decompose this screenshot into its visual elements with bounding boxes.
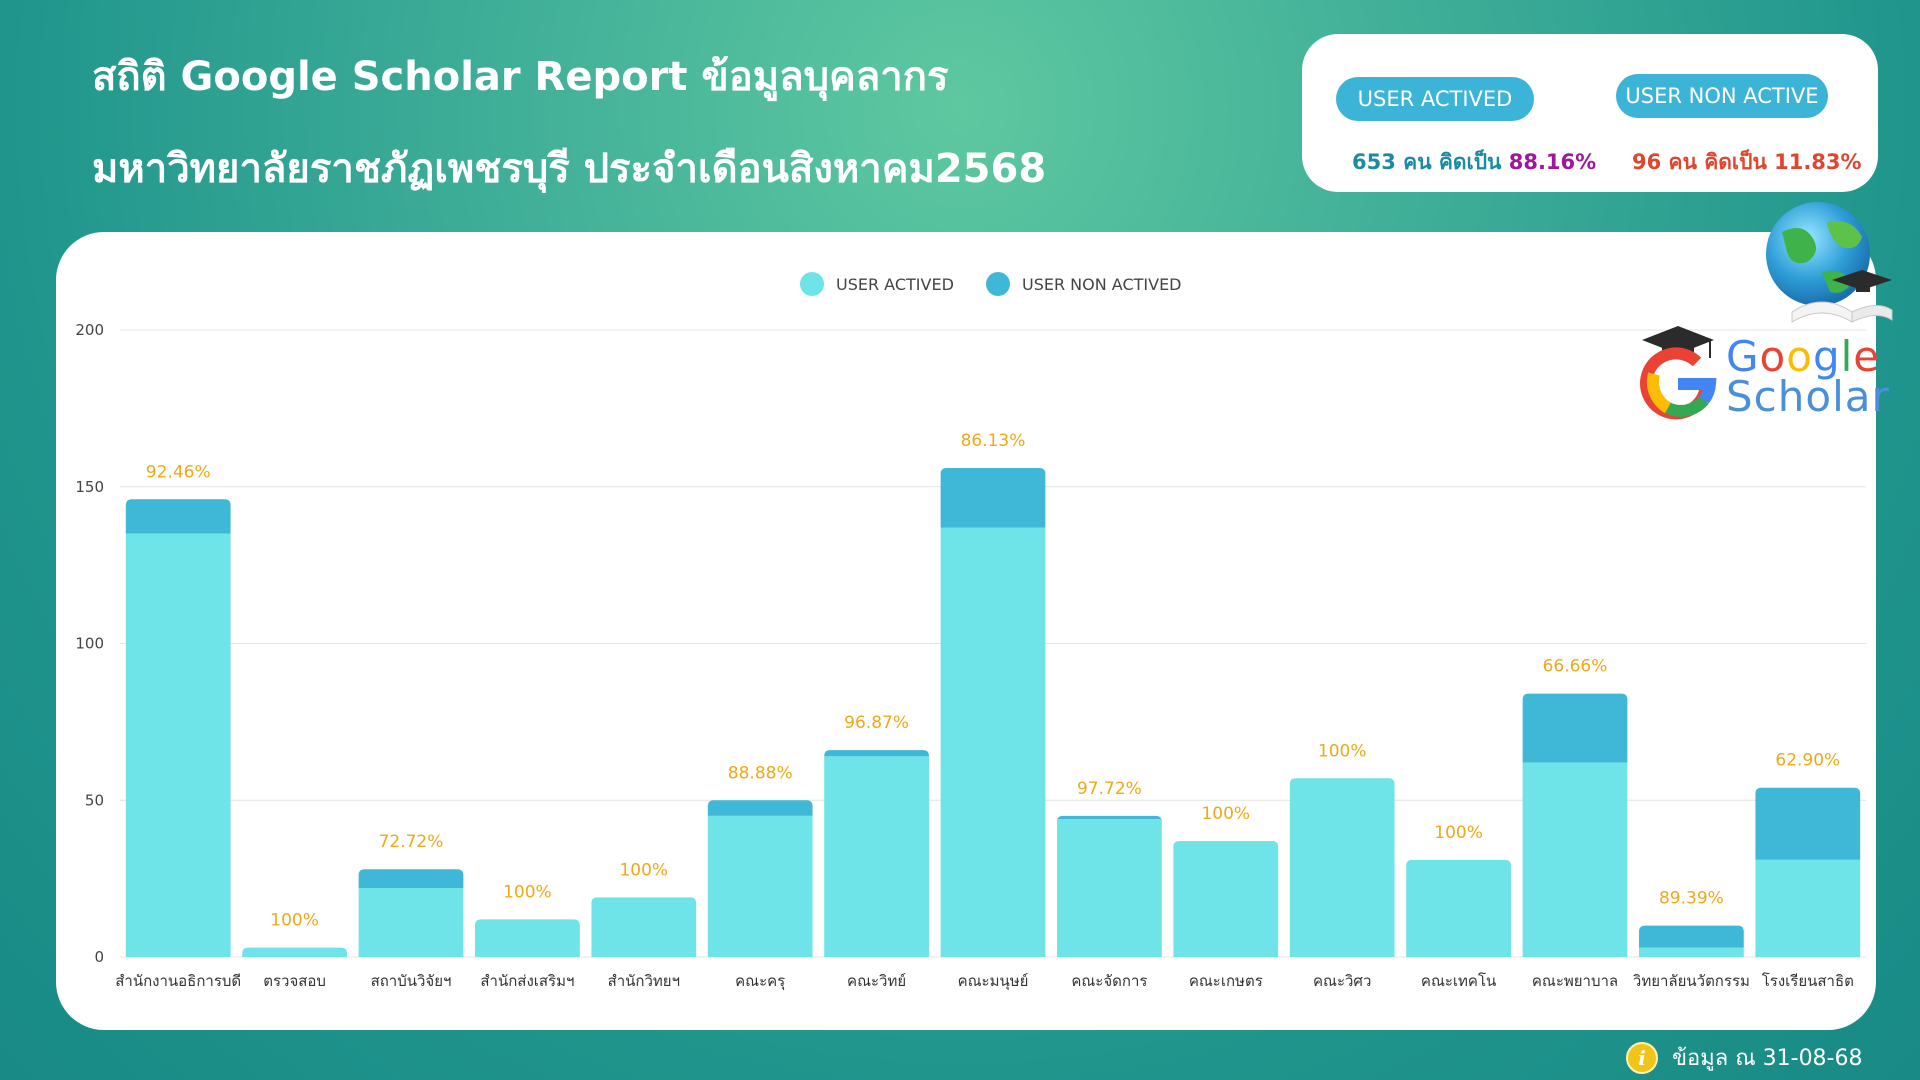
percent-label: 88.88% <box>728 763 793 783</box>
bar-active <box>475 919 580 957</box>
category-label: คณะมนุษย์ <box>958 972 1029 991</box>
percent-label: 100% <box>503 882 552 902</box>
nonactive-stat: 96 คน คิดเป็น 11.83% <box>1632 150 1862 174</box>
bar-active <box>358 888 464 957</box>
percent-label: 89.39% <box>1659 889 1724 909</box>
legend-nonactive-swatch <box>986 272 1010 296</box>
bar-active <box>125 533 231 957</box>
legend-nonactive-label: USER NON ACTIVED <box>1022 274 1182 294</box>
bar-active <box>242 947 347 957</box>
legend-active-label: USER ACTIVED <box>836 274 954 294</box>
bar-active <box>940 527 1046 957</box>
percent-label: 92.46% <box>146 462 211 482</box>
bar-active <box>1173 841 1279 957</box>
active-count-text: 653 คน คิดเป็น <box>1352 150 1502 174</box>
legend-nonactive: USER NON ACTIVED <box>986 272 1182 296</box>
percent-label: 100% <box>270 911 319 931</box>
bar-nonactive <box>125 499 231 534</box>
percent-label: 100% <box>1434 823 1483 843</box>
category-label: โรงเรียนสาธิต <box>1762 972 1854 990</box>
y-tick-label: 50 <box>85 791 104 809</box>
y-tick-label: 0 <box>94 948 104 966</box>
bar-active <box>824 756 929 957</box>
category-label: วิทยาลัยนวัตกรรม <box>1632 972 1750 990</box>
globe-book-icon <box>1766 202 1893 323</box>
category-label: คณะเกษตร <box>1189 972 1263 990</box>
bar-active <box>1522 762 1628 957</box>
percent-label: 72.72% <box>379 832 444 852</box>
percent-label: 62.90% <box>1775 751 1840 771</box>
category-label: คณะเทคโน <box>1421 972 1496 990</box>
bar-nonactive <box>1639 925 1744 948</box>
active-percent: 88.16% <box>1508 150 1597 174</box>
category-label: สถาบันวิจัยฯ <box>371 972 452 990</box>
google-scholar-logo <box>1640 326 1717 420</box>
percent-label: 96.87% <box>844 713 909 733</box>
info-icon: i <box>1626 1041 1658 1074</box>
footer-note: i ข้อมูล ณ 31-08-68 <box>1626 1040 1863 1075</box>
percent-label: 66.66% <box>1543 657 1608 677</box>
bar-nonactive <box>824 750 929 757</box>
bar-nonactive <box>707 800 813 816</box>
percent-label: 100% <box>619 860 668 880</box>
page-title-line2: มหาวิทยาลัยราชภัฏเพชรบุรี ประจำเดือนสิงห… <box>92 146 1047 192</box>
bar-active <box>1406 859 1511 957</box>
bar-nonactive <box>1755 787 1861 860</box>
y-tick-label: 100 <box>75 635 104 653</box>
category-label: สำนักวิทยฯ <box>608 972 680 990</box>
logo-google-text: Google <box>1726 332 1881 381</box>
category-label: สำนักส่งเสริมฯ <box>480 972 574 990</box>
active-stat: 653 คน คิดเป็น 88.16% <box>1352 146 1596 179</box>
percent-label: 86.13% <box>961 431 1026 451</box>
percent-label: 97.72% <box>1077 779 1142 799</box>
bar-nonactive <box>940 467 1046 528</box>
nonactive-badge: USER NON ACTIVE <box>1616 74 1828 118</box>
legend-active: USER ACTIVED <box>800 272 954 296</box>
category-label: คณะวิศว <box>1313 972 1371 990</box>
bar-active <box>1755 859 1861 957</box>
percent-label: 100% <box>1318 741 1367 761</box>
logo-scholar-text: Scholar <box>1726 372 1890 421</box>
bar-nonactive <box>358 869 464 889</box>
y-tick-label: 200 <box>75 321 104 339</box>
footer-date: ข้อมูล ณ 31-08-68 <box>1672 1046 1863 1071</box>
category-label: คณะพยาบาล <box>1532 972 1618 990</box>
category-label: ตรวจสอบ <box>263 972 326 990</box>
active-badge: USER ACTIVED <box>1336 77 1534 121</box>
bar-active <box>591 897 697 957</box>
category-label: คณะวิทย์ <box>847 972 906 990</box>
bar-nonactive <box>1522 693 1628 763</box>
page-title-line1: สถิติ Google Scholar Report ข้อมูลบุคลาก… <box>92 54 949 100</box>
percent-label: 100% <box>1201 804 1250 824</box>
category-label: สำนักงานอธิการบดี <box>115 972 241 990</box>
bar-nonactive <box>1057 815 1162 822</box>
category-label: คณะจัดการ <box>1071 972 1147 990</box>
legend-active-swatch <box>800 272 824 296</box>
bar-active <box>1057 819 1162 957</box>
bar-active <box>1639 947 1744 957</box>
bar-active <box>707 815 813 957</box>
bar-active <box>1289 778 1395 957</box>
y-tick-label: 150 <box>75 478 104 496</box>
category-label: คณะครุ <box>735 972 785 991</box>
summary-card: USER ACTIVED USER NON ACTIVE 653 คน คิดเ… <box>1302 34 1878 192</box>
